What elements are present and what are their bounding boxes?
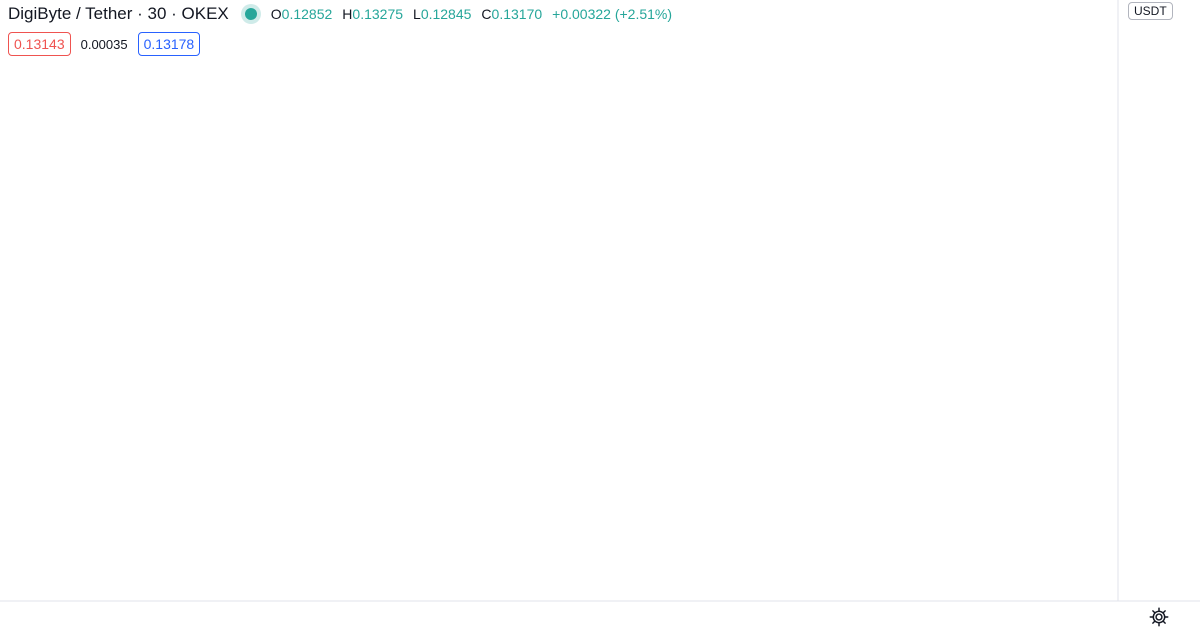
settings-gear-icon[interactable] [1148, 606, 1170, 628]
ohlc-high: 0.13275 [352, 6, 404, 22]
currency-button[interactable]: USDT [1128, 2, 1173, 20]
ohlc-open: 0.12852 [281, 6, 333, 22]
symbol-header: DigiByte / Tether · 30 · OKEX O0.12852 H… [8, 2, 672, 26]
ohlc-low-key: L [413, 6, 421, 22]
ohlc-close-key: C [481, 6, 492, 22]
sell-price-button[interactable]: 0.13143 [8, 32, 71, 56]
ohlc-change: +0.00322 (+2.51%) [552, 6, 673, 22]
grid-layer [0, 0, 1200, 602]
trade-panel: 0.13143 0.00035 0.13178 [8, 32, 201, 56]
ohlc-readout: O0.12852 H0.13275 L0.12845 C0.13170 +0.0… [271, 6, 672, 22]
market-status-icon[interactable] [244, 8, 257, 20]
ohlc-close: 0.13170 [491, 6, 543, 22]
ohlc-low: 0.12845 [420, 6, 472, 22]
buy-price-button[interactable]: 0.13178 [137, 32, 201, 56]
ohlc-high-key: H [342, 6, 353, 22]
ohlc-open-key: O [270, 6, 282, 22]
spread-value: 0.00035 [80, 36, 128, 52]
symbol-title[interactable]: DigiByte / Tether · 30 · OKEX [8, 4, 229, 23]
